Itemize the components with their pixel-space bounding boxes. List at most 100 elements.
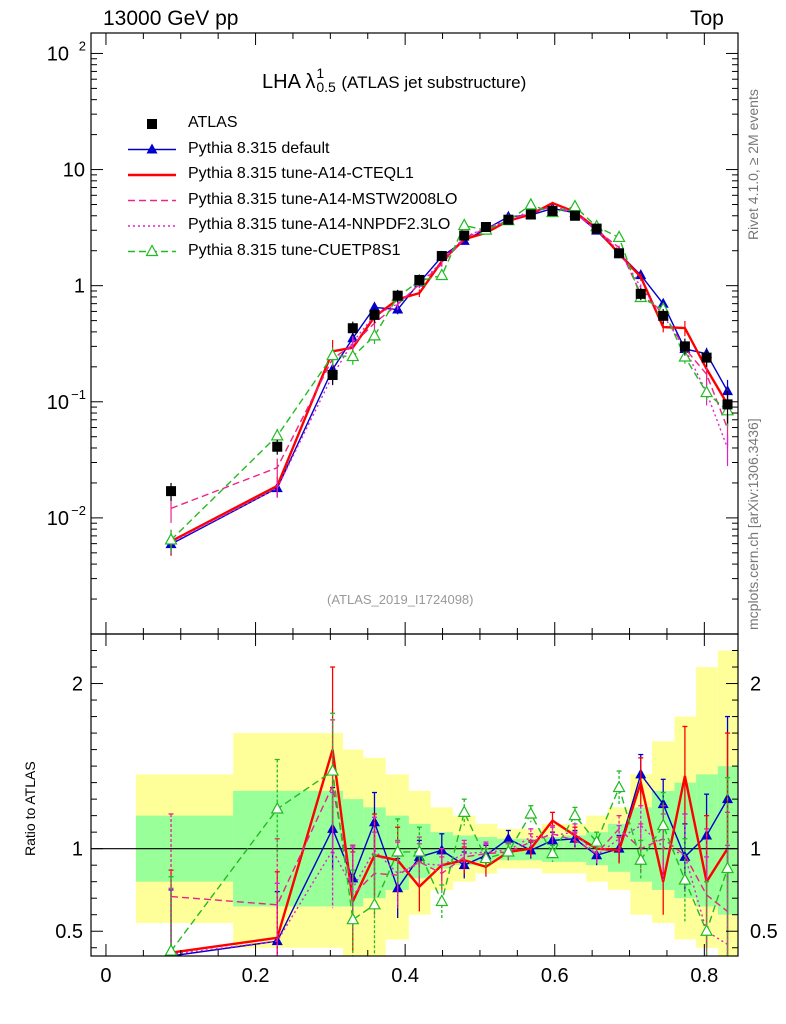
- ratio-y-tick-label: 1: [72, 839, 83, 861]
- legend-markers: [128, 119, 176, 257]
- rivet-version-label: Rivet 4.1.0, ≥ 2M events: [745, 89, 761, 240]
- title-sub: 0.5: [316, 79, 336, 95]
- atlas-data-point: [272, 441, 283, 452]
- mcplots-reference-label: mcplots.cern.ch [arXiv:1306.3436]: [745, 418, 761, 630]
- plot-title: LHA λ 1 0.5 (ATLAS jet substructure): [262, 66, 526, 94]
- legend-label-default: Pythia 8.315 default: [188, 139, 330, 157]
- atlas-data-point: [480, 222, 491, 233]
- main-panel-series: [164, 197, 735, 556]
- ratio-y-tick-label: 2: [72, 674, 83, 696]
- cuetp-ratio-marker: [700, 923, 714, 936]
- atlas-data-point: [569, 210, 580, 221]
- main-y-tick-label: 10: [47, 43, 69, 65]
- atlas-data-point: [503, 214, 514, 225]
- x-tick-label: 0.4: [391, 965, 419, 987]
- title-main: LHA λ: [262, 71, 316, 93]
- cuetp-ratio-marker: [590, 834, 604, 847]
- cuetp-main-marker: [678, 349, 692, 362]
- x-tick-label: 0.8: [690, 965, 718, 987]
- cuetp-main-marker: [346, 349, 360, 362]
- ratio-panel-frame: [90, 633, 739, 957]
- title-suffix: (ATLAS jet substructure): [341, 73, 527, 92]
- header-energy-label: 13000 GeV pp: [103, 7, 239, 30]
- atlas-data-point: [591, 223, 602, 234]
- default-ratio-marker: [502, 832, 514, 843]
- atlas-data-point: [347, 323, 358, 334]
- ratio-axis-label: Ratio to ATLAS: [22, 761, 38, 856]
- atlas-data-point: [658, 310, 669, 321]
- cuetp-main-marker: [164, 532, 178, 545]
- cuetp-ratio-marker: [391, 844, 405, 857]
- cuetp-main-marker: [700, 385, 714, 398]
- cuetp-ratio-marker: [545, 846, 560, 859]
- cuetp-main-marker: [326, 348, 340, 361]
- legend-marker-cuetp: [145, 244, 159, 257]
- cuetp-main-marker: [524, 197, 538, 210]
- ratio-y-tick-label-right: 0.5: [750, 921, 778, 943]
- main-y-tick-label: 1: [74, 276, 85, 298]
- cuetp-ratio-marker: [412, 844, 426, 857]
- ratio-y-tick-label-right: 2: [750, 674, 761, 696]
- cuetp-ratio-marker: [678, 872, 692, 885]
- ratio-y-tick-label-right: 1: [750, 839, 761, 861]
- cuetp-ratio-marker: [346, 912, 360, 925]
- main-y-tick-exponent: −2: [71, 503, 86, 518]
- atlas-data-point: [392, 290, 403, 301]
- cuetp-ratio-marker: [612, 780, 626, 793]
- atlas-data-point: [525, 209, 536, 220]
- cuetp-ratio-marker: [634, 852, 648, 865]
- cuetp-ratio-marker: [270, 801, 284, 814]
- nnpdf-ratio-line: [170, 824, 728, 956]
- legend-label-data: ATLAS: [188, 114, 238, 131]
- atlas-data-point: [701, 352, 712, 363]
- legend-marker-default: [146, 143, 158, 154]
- cuetp-ratio-marker: [326, 763, 340, 776]
- main-y-tick-label: 10: [47, 392, 69, 414]
- legend-marker-data: [147, 119, 157, 129]
- ratio-y-tick-label: 0.5: [55, 921, 83, 943]
- cuetp-ratio-marker: [524, 806, 538, 819]
- default-main-marker: [368, 301, 380, 312]
- x-tick-label: 0: [100, 965, 111, 987]
- atlas-data-point: [414, 274, 425, 285]
- ratio-uncertainty-bands: [135, 650, 738, 956]
- atlas-data-point: [459, 230, 470, 241]
- cuetp-main-marker: [367, 328, 381, 341]
- ratio-panel-series: [91, 666, 738, 956]
- atlas-data-point: [327, 370, 338, 381]
- main-y-tick-exponent: 2: [79, 38, 86, 53]
- cuetp-ratio-marker: [501, 844, 515, 857]
- atlas-data-point: [635, 288, 646, 299]
- main-y-tick-label: 10: [47, 508, 69, 530]
- cuetp-main-line: [170, 204, 728, 541]
- cuetp-ratio-marker: [721, 861, 735, 874]
- cuetp-ratio-marker: [457, 805, 471, 817]
- analysis-id-label: (ATLAS_2019_I1724098): [327, 592, 474, 607]
- cuetp-ratio-marker: [367, 897, 381, 910]
- cuetp-ratio-marker: [568, 808, 582, 821]
- cuetp-ratio-marker: [435, 894, 449, 907]
- legend-label-nnpdf: Pythia 8.315 tune-A14-NNPDF2.3LO: [188, 216, 451, 233]
- cuetp-ratio-marker: [656, 818, 670, 831]
- main-y-tick-label: 10: [63, 160, 85, 182]
- atlas-data-point: [166, 486, 177, 497]
- title-sup: 1: [316, 65, 325, 81]
- cuetp-main-marker: [457, 218, 471, 231]
- atlas-data-point: [614, 248, 625, 259]
- cuetp-ratio-marker: [164, 943, 178, 956]
- atlas-data-point: [547, 205, 558, 216]
- atlas-data-point: [679, 341, 690, 352]
- cuetp-ratio-marker: [479, 851, 493, 864]
- mstw-ratio-line: [170, 783, 728, 912]
- cuetp-main-marker: [435, 268, 449, 281]
- header-process-label: Top: [690, 7, 724, 30]
- atlas-data-point: [722, 399, 733, 410]
- legend-label-cteql1: Pythia 8.315 tune-A14-CTEQL1: [188, 165, 414, 182]
- legend-label-mstw: Pythia 8.315 tune-A14-MSTW2008LO: [188, 190, 458, 208]
- atlas-data-point: [369, 309, 380, 320]
- legend-label-cuetp: Pythia 8.315 tune-CUETP8S1: [188, 241, 401, 259]
- cuetp-main-marker: [612, 230, 626, 243]
- cuetp-main-marker: [568, 199, 582, 212]
